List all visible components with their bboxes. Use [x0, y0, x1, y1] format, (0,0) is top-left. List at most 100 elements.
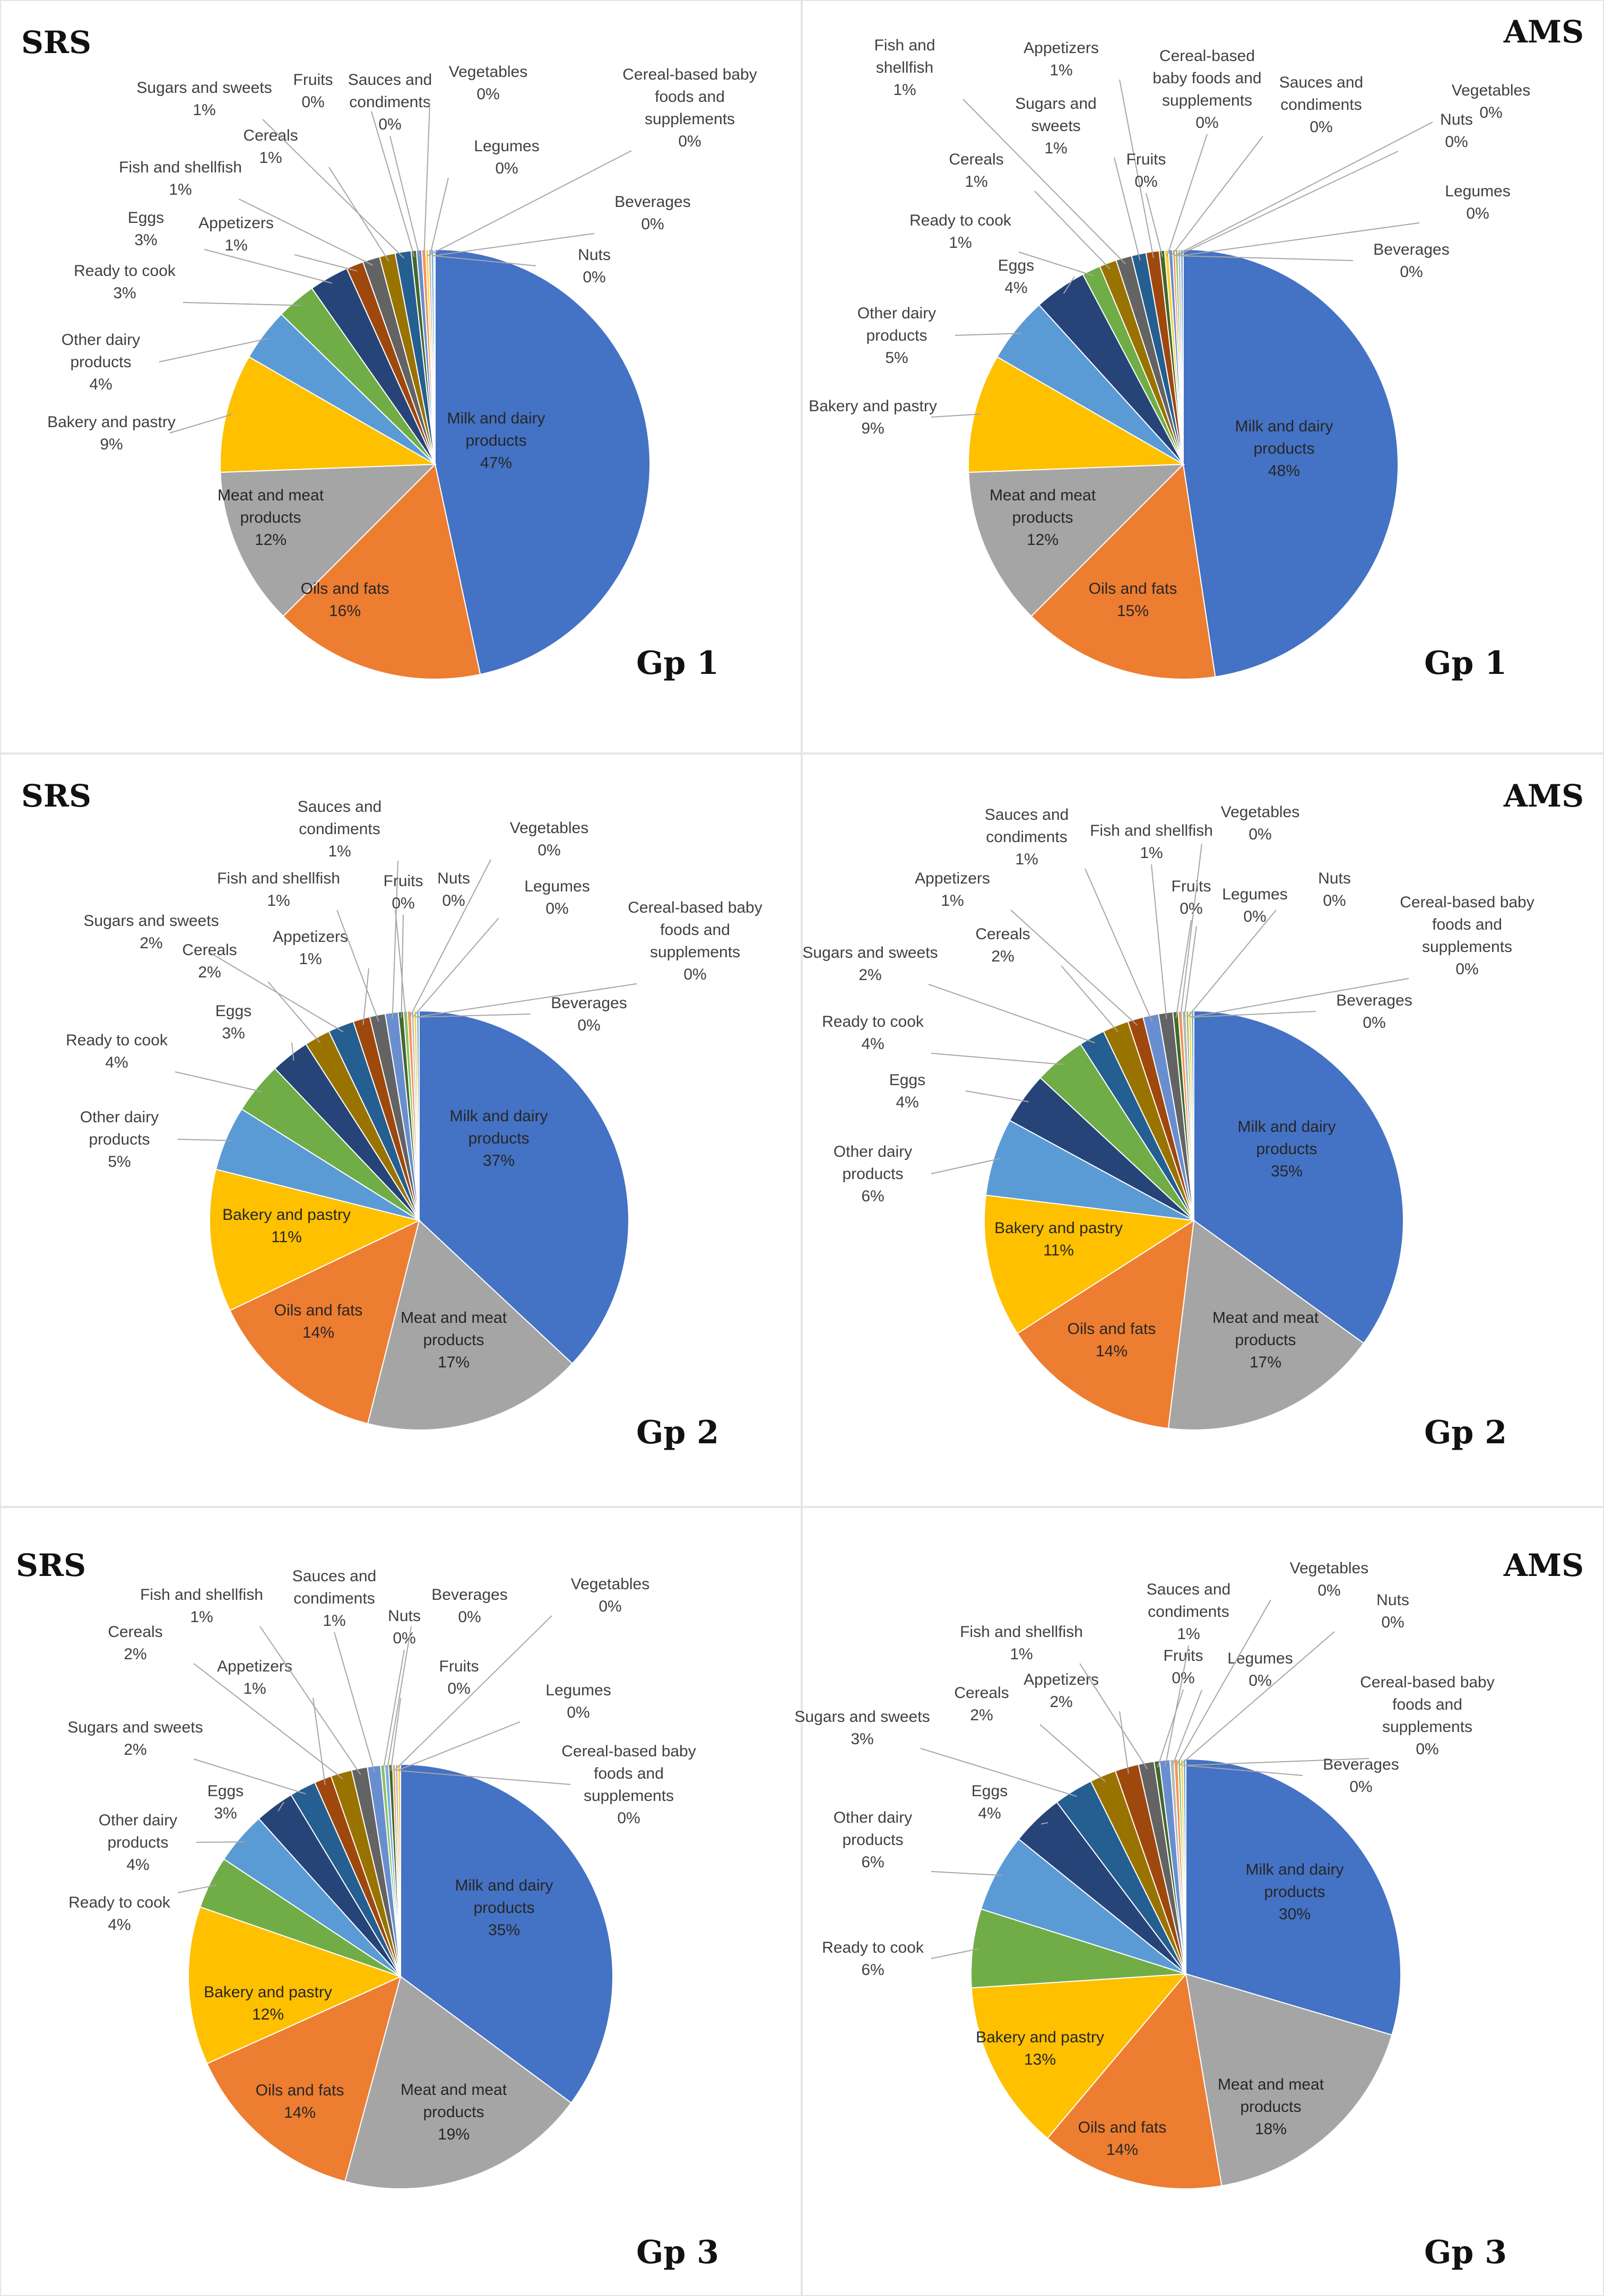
leader-line-ready-to-cook — [177, 1884, 216, 1893]
data-label-fish-and-shellfish-line: 1% — [267, 892, 290, 909]
data-label-beverages-line: 0% — [458, 1608, 481, 1626]
data-label-sauces-and-condiments: Sauces and condiments 1% — [1147, 1581, 1230, 1643]
panel-frame — [802, 753, 1604, 1507]
leader-line-cereal-based-baby-foods-and-supplements — [1182, 1758, 1369, 1766]
data-label-other-dairy-products: Other dairy products 6% — [834, 1143, 912, 1205]
leader-line-sugars-and-sweets — [920, 1748, 1077, 1797]
leader-line-other-dairy-products — [931, 1871, 1002, 1876]
data-label-other-dairy-products-line: products — [842, 1165, 903, 1183]
data-label-vegetables-line: Vegetables — [1452, 82, 1530, 99]
slices — [188, 1763, 613, 2189]
data-label-meat-and-meat-products-line: products — [423, 1331, 484, 1349]
data-label-fruits-line: 0% — [447, 1680, 470, 1697]
data-label-cereal-based-baby-foods-and-supplements-line: supplements — [1382, 1718, 1472, 1736]
data-label-ready-to-cook-line: 3% — [113, 284, 136, 302]
data-label-nuts-line: 0% — [393, 1630, 415, 1647]
leader-line-sauces-and-condiments — [389, 135, 420, 257]
data-label-meat-and-meat-products-line: Meat and meat — [401, 1309, 507, 1327]
data-label-other-dairy-products-line: products — [842, 1831, 903, 1849]
data-label-oils-and-fats: Oils and fats 14% — [274, 1302, 363, 1341]
data-label-bakery-and-pastry: Bakery and pastry 11% — [994, 1219, 1123, 1259]
data-label-cereals-line: Cereals — [108, 1623, 162, 1641]
data-label-cereal-based-baby-foods-and-supplements-line: foods and — [655, 88, 725, 106]
data-label-cereals: Cereals 2% — [975, 925, 1030, 965]
data-label-legumes: Legumes 0% — [545, 1682, 611, 1721]
leader-line-vegetables — [1175, 1599, 1271, 1766]
data-label-vegetables: Vegetables 0% — [449, 63, 527, 103]
pie-chart-ams-gp-3: AMS Gp 3 Milk and dairy products 30% Meat and… — [794, 1547, 1584, 2271]
group-label: Gp 3 — [636, 2234, 719, 2271]
data-label-fish-and-shellfish-line: 1% — [893, 81, 916, 99]
pie-chart-srs-gp-1: SRS Gp 1 Milk and dairy products 47% Oils and… — [21, 24, 757, 682]
leader-line-nuts — [1176, 151, 1399, 257]
data-label-oils-and-fats-line: Oils and fats — [256, 2082, 344, 2099]
data-label-fish-and-shellfish: Fish and shellfish 1% — [140, 1586, 263, 1626]
data-label-bakery-and-pastry-line: Bakery and pastry — [976, 2029, 1104, 2046]
pie-slice-meat-and-meat-products — [367, 1219, 573, 1431]
data-label-legumes-line: Legumes — [524, 878, 589, 895]
data-label-appetizers: Appetizers 2% — [1024, 1671, 1099, 1711]
data-label-vegetables-line: Vegetables — [449, 63, 527, 81]
data-label-fish-and-shellfish: Fish and shellfish 1% — [119, 159, 242, 198]
data-label-fruits-line: Fruits — [1164, 1647, 1203, 1665]
data-label-nuts: Nuts 0% — [388, 1607, 421, 1647]
data-label-bakery-and-pastry-line: Bakery and pastry — [222, 1206, 351, 1224]
data-label-fish-and-shellfish-line: Fish and — [874, 37, 935, 54]
data-label-appetizers-line: 1% — [299, 950, 322, 968]
data-label-beverages-line: 0% — [1363, 1014, 1385, 1032]
method-label: AMS — [1503, 778, 1584, 814]
data-label-eggs-line: Eggs — [215, 1002, 252, 1020]
data-label-meat-and-meat-products: Meat and meat products 12% — [990, 487, 1096, 549]
data-label-bakery-and-pastry-line: Bakery and pastry — [809, 397, 937, 415]
data-label-vegetables: Vegetables 0% — [1290, 1559, 1368, 1599]
data-label-cereal-based-baby-foods-and-supplements-line: foods and — [594, 1765, 664, 1782]
data-label-appetizers-line: Appetizers — [915, 870, 990, 887]
data-label-appetizers-line: Appetizers — [1024, 39, 1099, 57]
leader-line-beverages — [386, 1626, 412, 1772]
data-label-fruits: Fruits 0% — [1126, 151, 1166, 190]
leader-line-legumes — [1172, 1689, 1202, 1766]
leader-line-sauces-and-condiments — [1085, 868, 1153, 1022]
data-label-other-dairy-products-line: Other dairy — [834, 1809, 912, 1826]
leader-line-ready-to-cook — [1018, 252, 1095, 276]
data-label-oils-and-fats-line: Oils and fats — [1089, 580, 1177, 597]
data-label-cereal-based-baby-foods-and-supplements-line: foods and — [1432, 916, 1502, 933]
group-label: Gp 1 — [636, 645, 719, 682]
data-label-beverages-line: Beverages — [551, 994, 627, 1012]
data-label-sauces-and-condiments-line: 1% — [328, 843, 351, 860]
data-label-legumes-line: Legumes — [1227, 1650, 1293, 1667]
pie-slice-oils-and-fats — [229, 1219, 420, 1425]
data-label-ready-to-cook-line: 4% — [105, 1054, 128, 1071]
data-label-beverages-line: 0% — [1349, 1778, 1372, 1796]
pie-slice-milk-and-dairy-products — [1185, 1758, 1401, 2036]
leader-line-appetizers — [1119, 1711, 1129, 1774]
pie-slice-oils-and-fats — [1016, 1219, 1195, 1429]
data-label-eggs-line: Eggs — [998, 257, 1034, 274]
leader-line-legumes — [429, 177, 449, 256]
data-label-sauces-and-condiments-line: condiments — [1148, 1603, 1229, 1621]
pie-slice-meat-and-meat-products — [220, 463, 437, 617]
method-label: SRS — [16, 1547, 86, 1583]
data-label-meat-and-meat-products-line: products — [240, 509, 301, 526]
data-label-oils-and-fats: Oils and fats 14% — [256, 2082, 344, 2121]
data-label-beverages: Beverages 0% — [1373, 241, 1449, 281]
leader-line-sauces-and-condiments — [334, 1632, 376, 1773]
labels: Milk and dairy products 30% Meat and meat pr… — [794, 1559, 1494, 2159]
group-label: Gp 2 — [1424, 1414, 1507, 1451]
data-label-bakery-and-pastry-line: 12% — [252, 2006, 284, 2023]
data-label-ready-to-cook: Ready to cook 1% — [909, 212, 1012, 252]
pie-slice-bakery-and-pastry — [188, 1906, 402, 2065]
pie-slice-other-dairy-products — [980, 1838, 1186, 1974]
leader-line-fruits — [1175, 920, 1192, 1018]
data-label-cereal-based-baby-foods-and-supplements: Cereal-based baby foods and supplements 0% — [1152, 47, 1261, 132]
data-label-beverages: Beverages 0% — [431, 1586, 507, 1626]
data-label-oils-and-fats-line: Oils and fats — [301, 580, 389, 597]
leader-line-sugars-and-sweets — [1114, 157, 1141, 261]
data-label-fish-and-shellfish-line: Fish and shellfish — [1090, 822, 1213, 839]
panel-frame — [0, 753, 802, 1507]
data-label-fruits-line: Fruits — [293, 71, 333, 89]
panel-frame — [802, 0, 1604, 753]
data-label-cereal-based-baby-foods-and-supplements-line: foods and — [1392, 1696, 1462, 1713]
data-label-cereal-based-baby-foods-and-supplements: Cereal-based baby foods and supplements 0% — [622, 66, 757, 150]
data-label-legumes-line: 0% — [545, 900, 568, 917]
